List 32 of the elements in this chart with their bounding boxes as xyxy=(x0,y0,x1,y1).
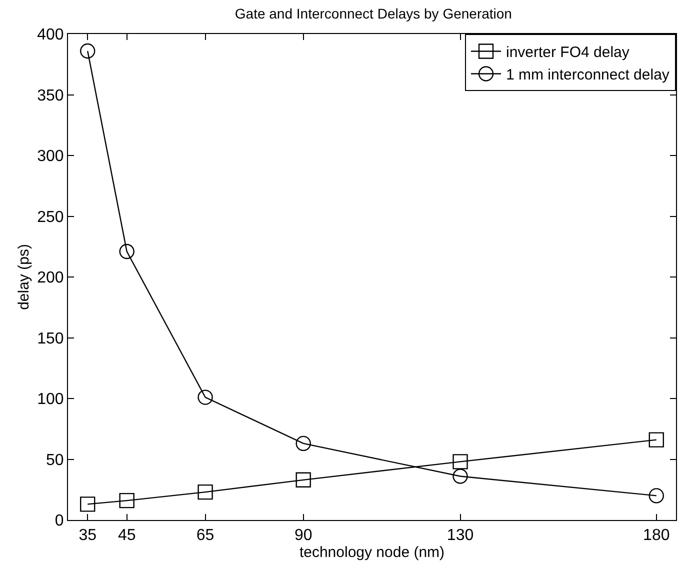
x-tick-label: 35 xyxy=(78,527,97,544)
point xyxy=(80,43,96,59)
y-tick-label: 400 xyxy=(37,26,64,44)
y-tick-label: 150 xyxy=(37,330,64,348)
point xyxy=(198,484,213,500)
point xyxy=(648,488,664,504)
x-tick-label: 180 xyxy=(643,527,670,544)
y-axis-title: delay (ps) xyxy=(15,244,32,310)
x-tick-label: 65 xyxy=(196,527,214,544)
y-tick-label: 250 xyxy=(37,208,64,226)
x-tick-label: 130 xyxy=(446,527,474,544)
legend-label: 1 mm interconnect delay xyxy=(506,66,670,84)
point xyxy=(119,492,134,508)
y-tick-label: 100 xyxy=(37,391,64,408)
point xyxy=(80,496,96,512)
chart-title: Gate and Interconnect Delays by Generation xyxy=(234,5,512,22)
x-axis-title: technology node (nm) xyxy=(299,544,445,562)
legend-label: inverter FO4 delay xyxy=(506,44,630,62)
y-tick-label: 300 xyxy=(37,148,64,166)
y-tick-label: 50 xyxy=(46,452,64,469)
point xyxy=(296,472,311,488)
y-tick-label: 200 xyxy=(37,270,64,287)
point xyxy=(296,436,311,452)
point xyxy=(198,390,213,405)
point xyxy=(452,468,468,484)
y-tick-label: 0 xyxy=(54,512,64,530)
y-tick-label: 350 xyxy=(37,87,64,104)
point xyxy=(452,454,468,470)
point xyxy=(119,244,134,260)
x-tick-label: 45 xyxy=(118,527,136,544)
point xyxy=(648,432,664,448)
x-tick-label: 90 xyxy=(294,527,312,544)
